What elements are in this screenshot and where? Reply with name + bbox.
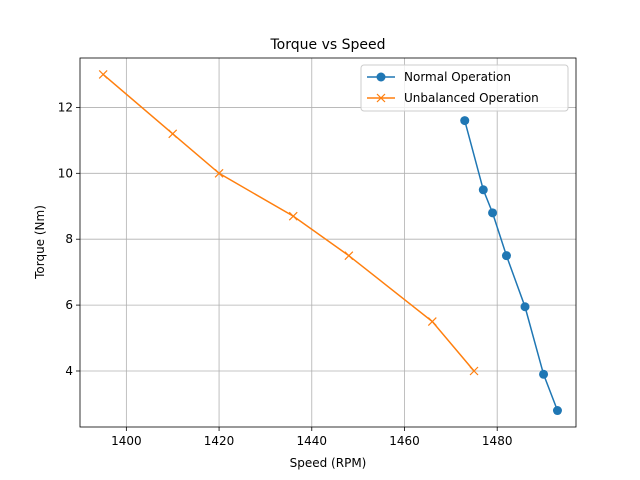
legend-entry: Unbalanced Operation <box>367 91 539 105</box>
data-point <box>344 251 354 261</box>
y-tick-label: 12 <box>58 100 73 114</box>
y-tick-label: 10 <box>58 166 73 180</box>
data-point <box>460 116 470 126</box>
legend-entry: Normal Operation <box>367 70 511 84</box>
marker-stroke <box>98 70 108 79</box>
y-tick-label: 6 <box>65 298 73 312</box>
data-point <box>288 211 298 221</box>
marker-stroke <box>168 129 178 139</box>
data-point <box>168 129 178 139</box>
series-1 <box>460 116 562 416</box>
y-axis-label: Torque (Nm) <box>33 205 47 280</box>
y-axis-ticks: 4 6 8 10 12 <box>58 100 80 378</box>
legend-marker <box>376 93 386 103</box>
data-point <box>98 70 108 79</box>
marker-stroke <box>376 93 386 103</box>
data-point <box>478 185 488 195</box>
series-layer <box>98 70 562 416</box>
x-tick-label: 1460 <box>389 434 420 448</box>
legend-marker <box>376 72 386 82</box>
chart-title: Torque vs Speed <box>270 37 386 53</box>
x-tick-label: 1440 <box>297 434 328 448</box>
x-tick-label: 1480 <box>482 434 513 448</box>
marker-stroke <box>427 317 437 326</box>
marker-stroke <box>344 251 354 261</box>
data-point <box>214 168 224 178</box>
x-axis-ticks: 1400 1420 1440 1460 1480 <box>111 427 512 448</box>
x-axis-label: Speed (RPM) <box>290 456 367 470</box>
legend-label: Unbalanced Operation <box>404 91 539 105</box>
data-point <box>427 317 437 326</box>
legend-box <box>360 64 569 112</box>
x-tick-label: 1400 <box>111 434 142 448</box>
data-point <box>552 406 562 416</box>
data-point <box>520 302 530 312</box>
legend-label: Normal Operation <box>404 70 511 84</box>
data-point <box>501 251 511 261</box>
data-point <box>469 366 479 376</box>
marker-stroke <box>288 211 298 221</box>
data-point <box>488 208 498 218</box>
data-point <box>539 369 549 379</box>
x-tick-label: 1420 <box>204 434 235 448</box>
y-tick-label: 4 <box>65 364 73 378</box>
marker-stroke <box>469 366 479 376</box>
plot-frame <box>79 57 577 428</box>
series-2 <box>98 70 479 376</box>
marker-stroke <box>214 168 224 178</box>
y-tick-label: 8 <box>65 232 73 246</box>
legend: Normal Operation Unbalanced Operation <box>360 64 569 112</box>
